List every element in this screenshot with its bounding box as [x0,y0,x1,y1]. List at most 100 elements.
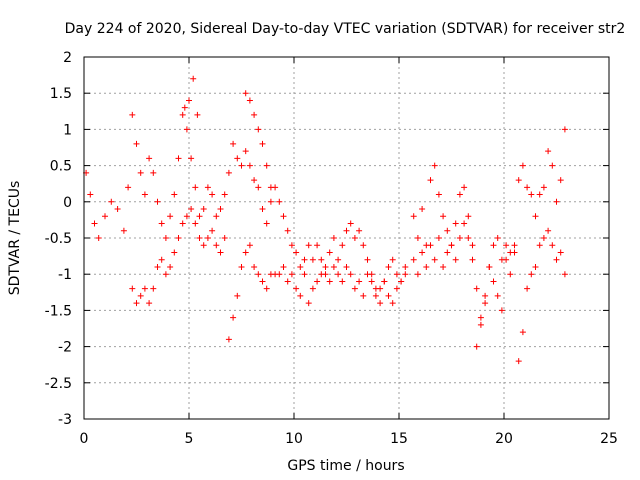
data-point [364,271,371,278]
data-point [343,227,350,234]
chart-title: Day 224 of 2020, Sidereal Day-to-day VTE… [65,21,626,37]
y-tick-label: -1.5 [45,303,72,319]
data-point [414,271,421,278]
data-point [385,263,392,270]
data-point [456,191,463,198]
data-point [431,256,438,263]
data-point [297,292,304,299]
data-point [339,242,346,249]
data-point [477,314,484,321]
data-point [230,314,237,321]
data-point [545,227,552,234]
data-point [238,162,245,169]
data-point [234,155,241,162]
data-point [435,235,442,241]
y-tick-label: 0.5 [50,159,72,175]
data-point [335,256,342,263]
data-point [309,256,316,263]
data-point [192,220,199,227]
data-point [398,278,405,285]
x-tick-label: 20 [495,431,513,447]
data-point [288,271,295,278]
data-point [217,249,224,256]
data-point [293,285,300,292]
data-point [133,300,140,307]
data-point [242,148,249,155]
y-tick-label: -3 [58,412,72,428]
data-point [167,263,174,270]
data-point [452,220,459,227]
data-point [251,111,258,118]
y-tick-label: -1 [58,267,72,283]
x-tick-label: 25 [600,431,618,447]
data-point [477,321,484,328]
y-tick-label: 1.5 [50,86,72,102]
data-point [188,206,195,213]
data-point [393,285,400,292]
data-point [356,278,363,285]
data-point [204,184,211,191]
data-point [179,220,186,227]
x-axis-label: GPS time / hours [287,458,404,474]
data-point [255,184,262,191]
data-point [536,242,543,249]
data-point [242,249,249,256]
data-point [242,90,249,97]
data-point [293,249,300,256]
data-point [410,213,417,220]
data-point [465,235,472,241]
x-tick-label: 15 [390,431,408,447]
data-point [246,242,253,249]
data-point [326,278,333,285]
data-point [175,155,182,162]
data-point [301,271,308,278]
data-point [473,343,480,350]
data-point [129,285,136,292]
data-point [120,227,127,234]
data-point [532,263,539,270]
data-point [448,242,455,249]
y-axis-label: SDTVAR / TECUs [7,181,23,296]
data-point [561,126,568,133]
data-point [267,198,274,205]
data-point [498,307,505,314]
data-point [435,191,442,198]
data-point [217,206,224,213]
data-point [414,235,421,241]
data-point [444,249,451,256]
data-point [246,97,253,104]
data-point [330,263,337,270]
data-point [444,227,451,234]
data-point [482,292,489,299]
data-point [402,271,409,278]
y-tick-label: -0.5 [45,231,72,247]
data-point [322,271,329,278]
x-tick-label: 5 [185,431,194,447]
data-point [154,198,161,205]
data-point [162,235,169,241]
data-point [200,206,207,213]
data-point [146,300,153,307]
data-point [204,235,211,241]
data-point [200,242,207,249]
data-point [213,213,220,220]
data-point [314,278,321,285]
data-point [255,126,262,133]
data-point [263,285,270,292]
data-point [225,169,232,176]
data-point [251,177,258,184]
data-point [150,285,157,292]
data-point [141,191,148,198]
data-point [343,263,350,270]
data-point [186,97,192,104]
data-point [267,184,274,191]
data-point [419,206,426,213]
data-point [549,242,556,249]
data-point [381,278,388,285]
data-point [194,111,201,118]
data-point [141,285,148,292]
data-point [259,278,266,285]
data-point [297,263,304,270]
data-point [259,140,266,147]
